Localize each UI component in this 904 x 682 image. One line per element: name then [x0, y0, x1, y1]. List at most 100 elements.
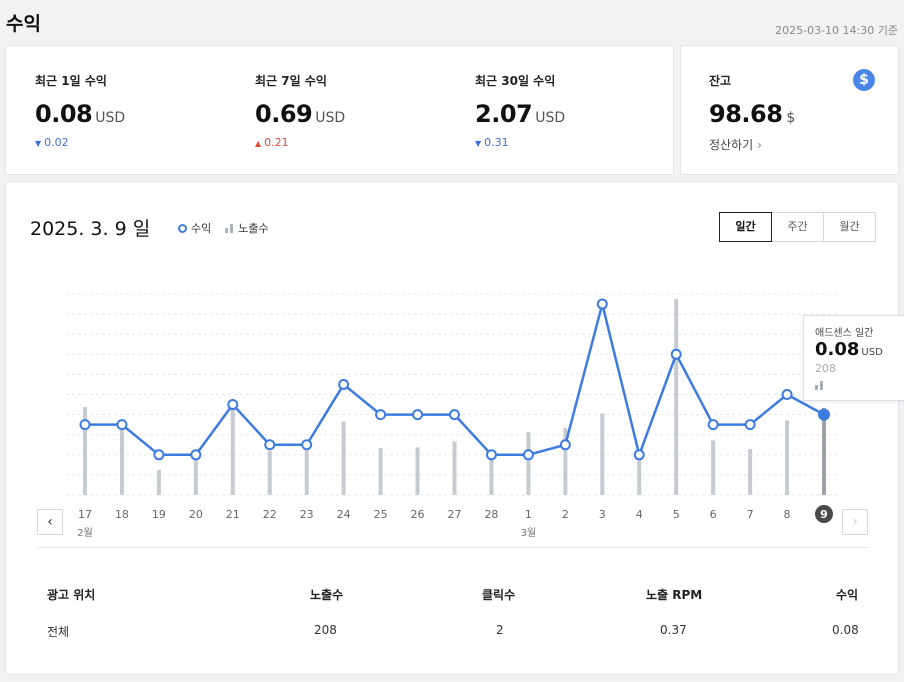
metric-value: 0.08 USD	[35, 100, 125, 128]
chart-tooltip: 애드센스 일간 0.08 USD 208	[803, 315, 904, 401]
table-header-clicks: 클릭수	[482, 588, 516, 602]
triangle-down-icon: ▼	[475, 139, 482, 148]
impression-bar	[193, 453, 198, 495]
x-tick-label: 6	[710, 508, 717, 521]
revenue-chart: 17 18 19 20 21 22 23 24 25 26 27 28 1 2 3 4 5 6 7 8 92월 3월	[66, 293, 838, 539]
revenue-point	[522, 449, 534, 461]
impression-bar	[600, 413, 605, 495]
chart-legend: 수익 노출수	[178, 220, 269, 236]
metric-label: 최근 1일 수익	[35, 74, 107, 88]
tab-daily[interactable]: 일간	[719, 212, 772, 242]
table-cell-clicks: 2	[496, 623, 504, 637]
revenue-point	[633, 449, 645, 461]
triangle-down-icon: ▼	[35, 139, 42, 148]
metric-change-value: 0.02	[44, 136, 69, 149]
next-page-button[interactable]: ›	[842, 509, 868, 535]
legend-revenue: 수익	[191, 222, 212, 235]
tab-weekly[interactable]: 주간	[771, 212, 824, 242]
revenue-point	[670, 348, 682, 360]
revenue-line	[85, 302, 825, 457]
impression-bar	[304, 440, 309, 495]
revenue-point	[116, 419, 128, 431]
x-tick-label: 24	[337, 508, 351, 521]
metric-unit: USD	[315, 110, 346, 126]
x-tick-label: 22	[263, 508, 277, 521]
as-of-timestamp: 2025-03-10 14:30 기준	[775, 24, 898, 37]
revenue-point	[559, 439, 571, 451]
x-tick-label: 7	[747, 508, 754, 521]
table-cell-revenue: 0.08	[832, 623, 859, 637]
chart-date-title: 2025. 3. 9 일	[30, 218, 151, 240]
metric-number: 2.07	[475, 100, 533, 128]
revenue-point	[338, 378, 350, 390]
metric-number: 0.69	[255, 100, 313, 128]
chevron-right-icon: ›	[757, 138, 762, 152]
impression-bar	[748, 448, 753, 495]
x-tick-label: 28	[484, 508, 498, 521]
table-cell-placement: 전체	[47, 625, 70, 639]
legend-circle-icon	[178, 223, 187, 233]
x-tick-label: 26	[411, 508, 425, 521]
revenue-point	[153, 449, 165, 461]
x-tick-label: 4	[636, 508, 643, 521]
x-tick-label: 2	[562, 508, 569, 521]
prev-page-button[interactable]: ‹	[37, 509, 63, 535]
metric-change: ▼ 0.02	[35, 136, 69, 149]
revenue-point	[485, 449, 497, 461]
triangle-up-icon: ▲	[255, 139, 262, 148]
x-month-label: 3월	[521, 527, 537, 539]
table-cell-impressions: 208	[314, 623, 337, 637]
impression-bar	[822, 407, 826, 495]
tooltip-value: 0.08 USD	[815, 339, 883, 360]
x-tick-label: 25	[374, 508, 388, 521]
impression-bar	[267, 451, 272, 495]
x-tick-label: 5	[673, 508, 680, 521]
balance-label: 잔고	[709, 74, 732, 88]
divider	[37, 547, 869, 548]
summary-card: 최근 1일 수익 0.08 USD ▼ 0.02 최근 7일 수익 0.69 USD …	[5, 45, 674, 175]
impression-bar	[341, 421, 346, 495]
revenue-point	[818, 408, 830, 421]
impression-bar	[83, 407, 87, 495]
revenue-point	[79, 419, 91, 431]
impression-bar	[452, 441, 457, 495]
metric-value: 2.07 USD	[475, 100, 565, 128]
impression-bar	[119, 425, 124, 495]
metric-unit: USD	[95, 110, 126, 126]
x-tick-label: 20	[189, 508, 203, 521]
x-tick-label: 19	[152, 508, 166, 521]
impression-bars	[83, 299, 826, 495]
impression-bar	[674, 299, 679, 495]
balance-value: 98.68 $	[709, 100, 795, 128]
tooltip-title: 애드센스 일간	[815, 328, 874, 339]
impression-bar	[526, 432, 531, 495]
tab-monthly[interactable]: 월간	[823, 212, 876, 242]
table-header-revenue: 수익	[836, 588, 859, 602]
selected-day-marker	[815, 505, 833, 523]
impression-bar	[378, 448, 383, 495]
x-tick-label: 3	[599, 508, 606, 521]
metric-change: ▲ 0.21	[255, 136, 289, 149]
period-toggle: 일간 주간 월간	[719, 212, 876, 242]
x-axis-labels: 17 18 19 20 21 22 23 24 25 26 27 28 1 2 3 4 5 6 7 8 92월 3월	[77, 505, 833, 539]
tooltip-impressions: 208	[815, 362, 836, 375]
revenue-point	[375, 409, 387, 421]
balance-card: 잔고 $ 98.68 $ 정산하기 ›	[680, 45, 899, 175]
revenue-point	[596, 298, 608, 310]
payout-link[interactable]: 정산하기 ›	[709, 136, 762, 153]
impression-bar	[785, 420, 790, 495]
x-month-label: 2월	[77, 527, 93, 539]
revenue-point	[264, 439, 276, 451]
chevron-right-icon: ›	[852, 514, 858, 530]
dollar-icon: $	[853, 69, 875, 91]
impression-bar	[156, 469, 161, 495]
revenue-point	[707, 419, 719, 431]
bars-icon	[815, 380, 825, 390]
table-header-placement: 광고 위치	[47, 588, 96, 602]
chart-grid	[66, 293, 838, 496]
revenue-series-line	[85, 302, 825, 457]
metric-label: 최근 30일 수익	[475, 74, 556, 88]
x-tick-label: 21	[226, 508, 240, 521]
x-tick-label: 23	[300, 508, 314, 521]
x-tick-label: 18	[115, 508, 129, 521]
